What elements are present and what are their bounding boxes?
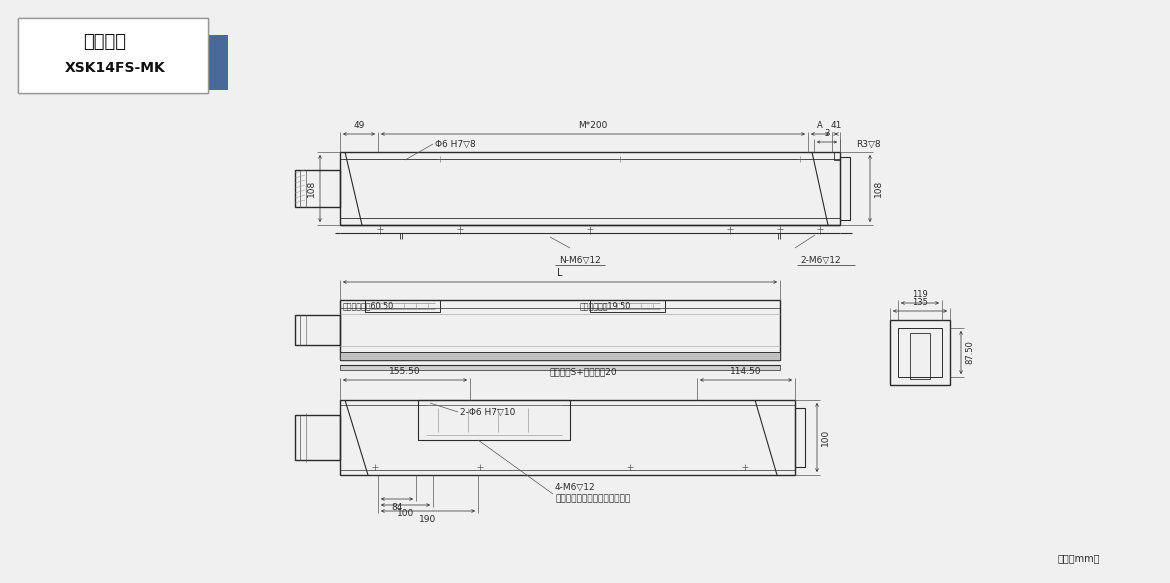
Text: 119: 119 <box>913 290 928 299</box>
Bar <box>295 170 340 207</box>
Text: 108: 108 <box>307 180 316 197</box>
Text: XSK14FS-MK: XSK14FS-MK <box>64 61 165 75</box>
Text: 49: 49 <box>353 121 365 130</box>
Bar <box>18 18 208 93</box>
Bar <box>340 152 840 225</box>
Text: 2-Φ6 H7▽10: 2-Φ6 H7▽10 <box>460 408 515 416</box>
Text: 虚拟滑台（用以示意极限位置）: 虚拟滑台（用以示意极限位置） <box>555 494 631 504</box>
Bar <box>590 300 665 312</box>
Text: 4-M6▽12: 4-M6▽12 <box>555 483 596 491</box>
Text: 114.50: 114.50 <box>730 367 762 376</box>
Text: 108: 108 <box>874 180 883 197</box>
Bar <box>834 152 840 160</box>
Text: 100: 100 <box>821 429 830 446</box>
Text: R3▽8: R3▽8 <box>856 139 881 149</box>
Text: 84: 84 <box>391 503 402 512</box>
Bar <box>902 332 938 373</box>
Text: 41: 41 <box>831 121 841 130</box>
Bar <box>295 315 340 345</box>
Text: 100: 100 <box>397 509 414 518</box>
Text: 有效行程S+富余行程20: 有效行程S+富余行程20 <box>549 367 617 376</box>
Text: 单位（mm）: 单位（mm） <box>1058 553 1100 563</box>
Bar <box>37 35 228 90</box>
Text: A: A <box>817 121 823 130</box>
Text: 190: 190 <box>419 515 436 524</box>
Bar <box>910 333 930 379</box>
Text: L: L <box>557 268 563 278</box>
Text: M*200: M*200 <box>578 121 607 130</box>
Text: 滑台机械极限60.50: 滑台机械极限60.50 <box>343 301 394 311</box>
Bar <box>418 400 570 440</box>
Text: 滑台机械极限19.50: 滑台机械极限19.50 <box>580 301 632 311</box>
Text: 135: 135 <box>913 298 928 307</box>
Text: 155.50: 155.50 <box>390 367 421 376</box>
Bar <box>295 415 340 460</box>
Bar <box>340 300 780 360</box>
Bar <box>840 157 849 220</box>
Text: Φ6 H7▽8: Φ6 H7▽8 <box>435 139 476 149</box>
Bar <box>794 408 805 467</box>
Text: 2-M6▽12: 2-M6▽12 <box>800 255 840 265</box>
Bar <box>365 300 440 312</box>
Text: 3: 3 <box>825 129 830 138</box>
Text: 87.50: 87.50 <box>965 340 973 364</box>
Text: N-M6▽12: N-M6▽12 <box>559 255 601 265</box>
Bar <box>340 365 780 370</box>
Bar <box>899 328 942 377</box>
Text: 马达直连: 马达直连 <box>83 33 126 51</box>
Bar <box>340 400 794 475</box>
Bar <box>890 320 950 385</box>
Bar <box>18 18 208 93</box>
Bar <box>340 352 780 360</box>
